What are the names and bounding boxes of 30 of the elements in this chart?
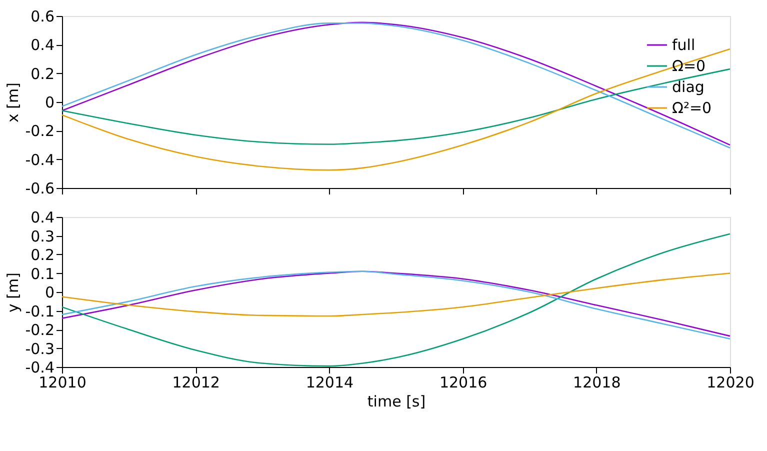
- y-tick-label: 0.3: [30, 227, 54, 246]
- y-tick-label: -0.3: [25, 340, 54, 358]
- x-tick-label: 12010: [38, 374, 86, 392]
- x-tick-label: 12012: [172, 374, 220, 392]
- legend-label: Ω=0: [672, 57, 706, 75]
- line-series: [61, 272, 731, 317]
- x-tick-label: 12014: [306, 374, 354, 392]
- y-axis-title: y [m]: [4, 272, 22, 312]
- legend-label: full: [672, 36, 696, 54]
- x-tick-label: 12016: [439, 374, 488, 392]
- y-tick-label: -0.1: [25, 302, 54, 320]
- y-tick-label: -0.4: [25, 358, 54, 376]
- y-tick-label: 0.4: [30, 36, 54, 54]
- legend-label: diag: [672, 78, 704, 96]
- y-tick-label: -0.6: [25, 180, 54, 198]
- y-tick-label: 0.1: [30, 264, 54, 283]
- y-axis-title: x [m]: [4, 82, 22, 122]
- y-tick-label: 0.2: [30, 64, 54, 83]
- y-tick-label: -0.2: [25, 321, 54, 339]
- x-axis-title: time [s]: [367, 392, 426, 410]
- y-tick-label: 0: [44, 284, 54, 302]
- y-tick-label: 0.2: [30, 246, 54, 264]
- y-tick-label: -0.4: [25, 150, 54, 169]
- legend-label: Ω²=0: [672, 99, 712, 117]
- y-tick-label: -0.2: [25, 122, 54, 140]
- y-tick-label: 0: [44, 94, 54, 112]
- x-tick-label: 12020: [706, 374, 754, 392]
- y-tick-label: 0.4: [30, 208, 54, 226]
- x-tick-label: 12018: [573, 374, 621, 392]
- y-tick-label: 0.6: [30, 8, 54, 26]
